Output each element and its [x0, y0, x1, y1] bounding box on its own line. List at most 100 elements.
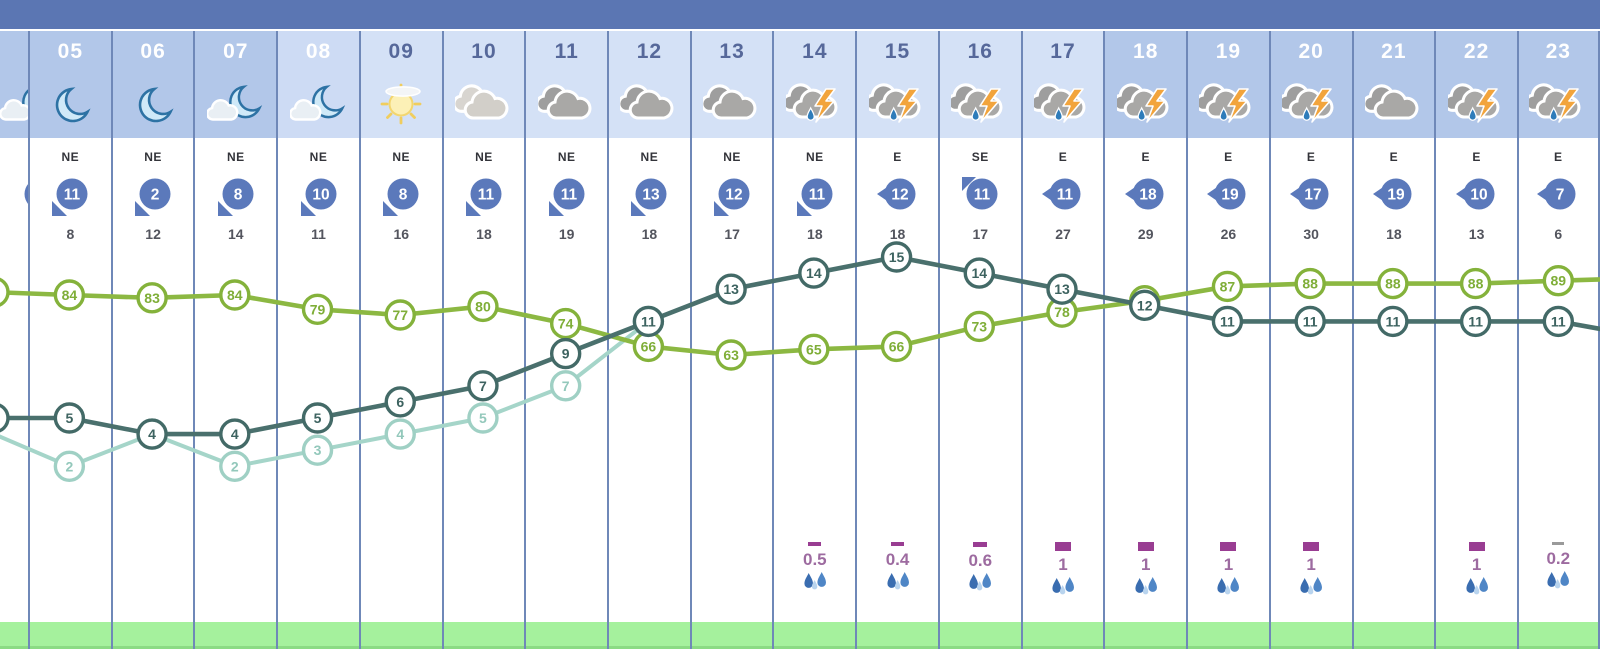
hour-column-13[interactable]: 13 NE 12 17 [689, 31, 773, 649]
hour-header: 21 [1353, 31, 1435, 138]
rain-drops-icon [1135, 577, 1157, 595]
wind-speed-badge: 10 [300, 178, 337, 216]
precipitation-bar [973, 542, 988, 547]
hour-label: 14 [802, 40, 828, 63]
wind-direction-label: E [1472, 150, 1481, 164]
precipitation-cell: 1 [1023, 542, 1104, 599]
hour-column-08[interactable]: 08 NE 10 11 [276, 31, 359, 649]
hour-label: 10 [471, 40, 497, 63]
storm-icon [786, 75, 844, 133]
wind-speed-badge: 8 [383, 178, 419, 216]
wind-gust-value: 8 [66, 226, 75, 242]
hour-label: 23 [1545, 40, 1571, 63]
hour-column-05[interactable]: 05 NE 11 8 [28, 31, 111, 649]
rain-drops-icon [804, 572, 826, 590]
wind-direction-label: NE [557, 150, 576, 164]
hour-column-15[interactable]: 15 E 12 18 0.4 [855, 31, 938, 649]
precipitation-bar [891, 542, 905, 546]
partial-hour-column [0, 31, 28, 649]
hour-header: 15 [857, 31, 938, 138]
wind-speed-value: 10 [312, 187, 329, 204]
wind-direction-label: E [1141, 150, 1150, 164]
wind-speed-value: 19 [1387, 187, 1405, 204]
wind-speed-badge: 13 [631, 178, 667, 216]
precipitation-bar [808, 542, 822, 546]
precipitation-amount: 0.5 [803, 550, 827, 569]
wind-gust-value: 29 [1137, 226, 1154, 242]
wind-direction-label: NE [805, 150, 824, 164]
hour-column-07[interactable]: 07 NE 8 14 [193, 31, 277, 649]
wind-direction-label: E [1224, 150, 1233, 164]
precipitation-bar [1137, 542, 1154, 551]
precipitation-cell: 1 [1188, 542, 1269, 599]
hour-column-10[interactable]: 10 NE 11 18 [441, 31, 525, 649]
hour-header: 14 [774, 31, 856, 138]
wind-speed-badge: 18 [1124, 178, 1164, 210]
hour-header: 16 [939, 31, 1021, 138]
hour-header: 11 [526, 31, 608, 138]
hour-column-09[interactable]: 09 NE 8 16 [358, 31, 442, 649]
precipitation-cell: 0.4 [857, 542, 938, 594]
precipitation-amount: 0.2 [1546, 549, 1571, 568]
moon-icon [124, 75, 182, 133]
hour-column-23[interactable]: 23 E 7 6 0.2 [1516, 31, 1600, 649]
wind-speed-value: 10 [1470, 187, 1487, 204]
wind-direction-label: NE [475, 150, 493, 164]
wind-speed-badge: 19 [1372, 178, 1412, 210]
rain-drops-icon [1547, 571, 1570, 589]
hour-column-21[interactable]: 21 E 19 18 [1351, 31, 1435, 649]
wind-direction-label: NE [723, 150, 741, 164]
wind-arrow-icon [52, 201, 68, 216]
hour-column-17[interactable]: 17 E 11 27 1 [1020, 31, 1104, 649]
clouds-light-icon [455, 75, 513, 133]
hour-label: 18 [1133, 40, 1159, 63]
wind-speed-badge: 11 [548, 178, 585, 216]
wind-speed-badge: 11 [465, 178, 502, 216]
wind-gust-value: 16 [393, 226, 410, 242]
wind-gust-value: 18 [889, 226, 906, 242]
wind-speed-value: 11 [809, 187, 826, 204]
wind-direction-label: E [893, 150, 902, 164]
hour-column-12[interactable]: 12 NE 13 18 [607, 31, 690, 649]
wind-direction-label: NE [61, 150, 80, 164]
hour-column-20[interactable]: 20 E 17 30 1 [1268, 31, 1352, 649]
hour-label: 07 [223, 40, 249, 63]
rain-drops-icon [969, 573, 992, 591]
hour-label: 17 [1050, 40, 1076, 63]
moon-cloud-icon [290, 75, 348, 133]
hour-columns: 05 NE 11 8 06 NE 2 12 07 NE [0, 31, 1600, 649]
weather-icon [0, 75, 28, 133]
storm-icon [1117, 75, 1175, 133]
wind-speed-badge: 12 [876, 178, 916, 210]
hour-column-19[interactable]: 19 E 19 26 1 [1186, 31, 1269, 649]
rain-drops-icon [1052, 577, 1074, 595]
wind-speed-badge: 11 [52, 178, 88, 216]
wind-gust-value: 13 [1468, 226, 1485, 242]
storm-icon [869, 75, 927, 133]
wind-arrow-icon [383, 201, 399, 216]
wind-gust-value: 19 [558, 226, 575, 242]
precipitation-cell: 0.5 [774, 542, 855, 594]
storm-icon [1529, 75, 1587, 133]
hour-column-14[interactable]: 14 NE 11 18 0.5 [772, 31, 856, 649]
wind-speed-value: 11 [478, 187, 495, 204]
hour-label: 11 [554, 40, 579, 63]
clouds-icon [703, 75, 761, 133]
hour-label: 12 [636, 40, 663, 63]
hour-column-11[interactable]: 11 NE 11 19 [524, 31, 608, 649]
wind-gust-value: 26 [1220, 226, 1237, 242]
hour-label: 15 [884, 40, 911, 63]
precipitation-amount: 1 [1471, 555, 1482, 574]
precipitation-cell: 0.6 [940, 542, 1021, 595]
hour-column-06[interactable]: 06 NE 2 12 [110, 31, 194, 649]
wind-gust-value: 17 [724, 226, 740, 242]
hour-column-16[interactable]: 16 SE 11 17 0.6 [937, 31, 1021, 649]
hour-column-18[interactable]: 18 E 18 29 1 [1103, 31, 1187, 649]
hour-label: 19 [1215, 40, 1242, 63]
wind-arrow-icon [548, 201, 564, 216]
hour-column-22[interactable]: 22 E 10 13 1 [1434, 31, 1517, 649]
storm-icon [1034, 75, 1092, 133]
rain-drops-icon [1300, 577, 1323, 595]
rain-drops-icon [1217, 577, 1240, 595]
